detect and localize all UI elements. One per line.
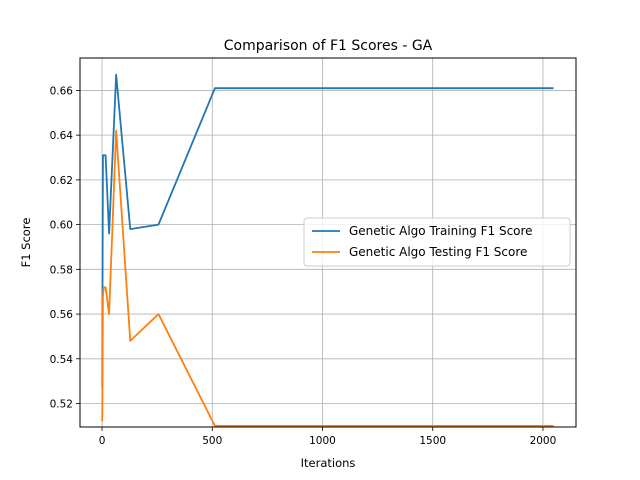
y-axis-label: F1 Score (19, 218, 33, 268)
x-axis-label: Iterations (301, 456, 356, 470)
chart-title: Comparison of F1 Scores - GA (224, 38, 433, 54)
y-tick-label: 0.56 (50, 309, 74, 321)
series-line-testing (101, 129, 554, 427)
legend: Genetic Algo Training F1 Score Genetic Al… (303, 217, 571, 267)
series-line-training (101, 73, 554, 388)
y-tick-label: 0.64 (50, 130, 74, 142)
legend-box (303, 217, 571, 267)
y-tick-label: 0.54 (50, 354, 74, 366)
x-tick-label: 1000 (309, 435, 336, 447)
y-tick-label: 0.58 (50, 264, 73, 276)
y-tick-label: 0.52 (50, 399, 73, 411)
y-tick-label: 0.66 (50, 85, 74, 97)
x-tick-label: 500 (202, 435, 222, 447)
legend-label: Genetic Algo Training F1 Score (349, 224, 533, 238)
plot-frame (79, 57, 577, 428)
legend-label: Genetic Algo Testing F1 Score (349, 245, 527, 259)
x-tick-label: 2000 (530, 435, 557, 447)
ticks: 0 500 1000 1500 2000 0.52 0.54 0.56 0.58 0.60 0.62… (50, 85, 557, 447)
y-tick-label: 0.60 (50, 220, 73, 232)
series-layer (101, 73, 554, 427)
x-tick-label: 1500 (419, 435, 446, 447)
x-tick-label: 0 (99, 435, 106, 447)
y-tick-label: 0.62 (50, 175, 73, 187)
